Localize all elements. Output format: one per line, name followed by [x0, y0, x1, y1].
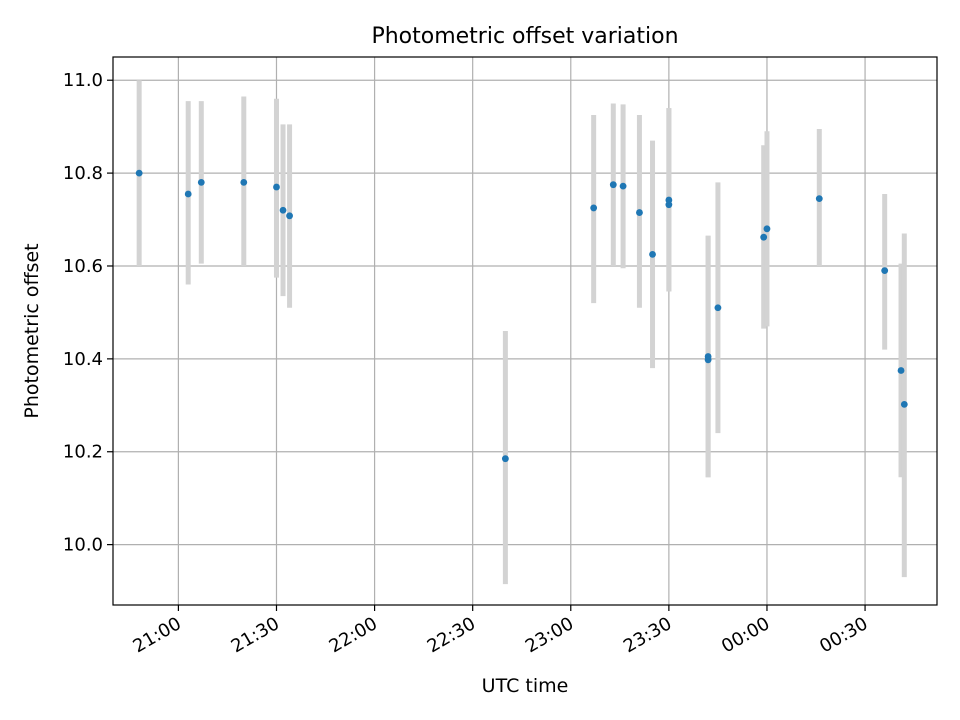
- data-point: [590, 204, 598, 212]
- data-point: [609, 181, 617, 189]
- data-point: [665, 196, 673, 204]
- data-point: [881, 267, 889, 275]
- y-axis-label: Photometric offset: [21, 243, 43, 418]
- data-point: [619, 182, 627, 190]
- data-point: [135, 169, 143, 177]
- y-tick-label: 11.0: [63, 70, 103, 91]
- data-point: [240, 178, 248, 186]
- data-point: [649, 250, 656, 258]
- data-point: [286, 212, 293, 220]
- data-point: [763, 225, 771, 233]
- data-point: [760, 233, 768, 241]
- y-tick-label: 10.4: [63, 349, 103, 370]
- x-axis-label: UTC time: [482, 675, 569, 697]
- data-point: [900, 400, 908, 408]
- chart-title: Photometric offset variation: [371, 24, 678, 49]
- data-point: [636, 209, 643, 216]
- data-point: [815, 195, 823, 203]
- y-axis-ticks: 10.0 10.2 10.4 10.6 10.8 11.0: [63, 70, 113, 556]
- data-point: [184, 190, 192, 198]
- y-tick-label: 10.0: [63, 535, 103, 556]
- data-point: [273, 183, 280, 191]
- data-point: [704, 353, 712, 360]
- data-point: [279, 206, 287, 214]
- plot-frame: [112, 56, 938, 606]
- data-point: [197, 178, 205, 186]
- y-tick-label: 10.8: [63, 163, 103, 184]
- data-point: [897, 367, 905, 374]
- data-points: [135, 169, 908, 463]
- y-tick-label: 10.2: [63, 442, 103, 463]
- y-tick-label: 10.6: [63, 256, 103, 277]
- data-point: [501, 455, 509, 463]
- data-point: [714, 304, 722, 312]
